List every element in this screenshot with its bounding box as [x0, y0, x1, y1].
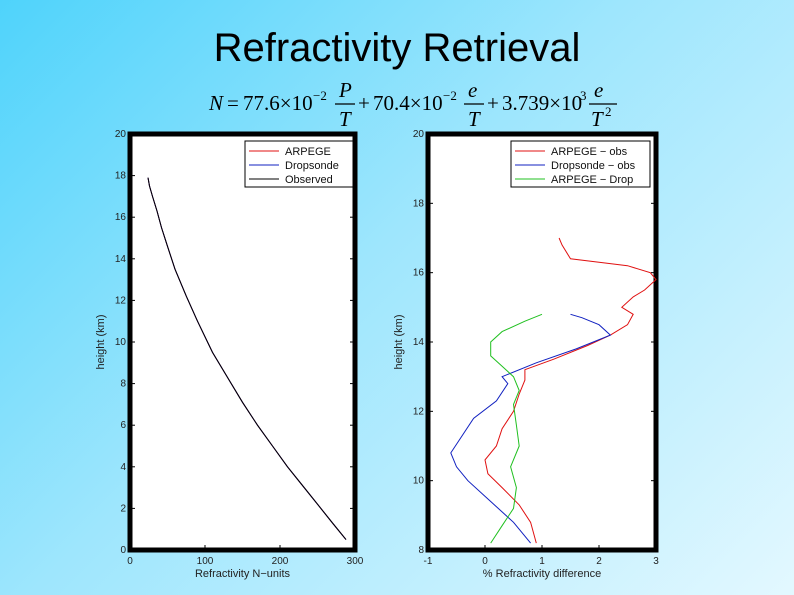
formula-term1-coef: 77.6×10: [243, 91, 313, 115]
chart2-xlabel: % Refractivity difference: [483, 568, 601, 580]
chart1-ytick-label: 4: [120, 462, 126, 473]
chart1-ytick-label: 14: [115, 254, 127, 265]
formula-term3-coef: 3.739×10: [502, 91, 582, 115]
slide-title: Refractivity Retrieval: [213, 26, 581, 70]
formula-term3-den-exp: 2: [605, 104, 612, 119]
formula-term1-den: T: [339, 107, 352, 130]
chart1-legend-label: Dropsonde: [285, 160, 339, 172]
chart1-ytick-label: 20: [115, 129, 127, 140]
chart1-ytick-label: 6: [120, 420, 126, 431]
chart1-legend-label: ARPEGE: [285, 146, 331, 158]
chart1-xlabel: Refractivity N−units: [195, 568, 291, 580]
chart2-series-1-line: [484, 237, 657, 544]
chart1-ytick-label: 10: [115, 337, 127, 348]
formula-lhs: N: [208, 91, 224, 115]
chart2-legend-label: Dropsonde − obs: [551, 160, 636, 172]
svg-text:=: =: [227, 91, 239, 115]
formula-term1-exp: −2: [313, 88, 327, 103]
chart2-series-3-line: [490, 313, 543, 544]
chart2-ytick-label: 20: [413, 129, 425, 140]
chart2-ytick-label: 16: [413, 268, 425, 279]
formula-term3-exp: 3: [580, 88, 587, 103]
chart2-xtick-label: 3: [653, 556, 659, 567]
chart1-series-3-line: [147, 177, 347, 540]
chart1-plot-area: [127, 131, 358, 553]
chart1-ytick-label: 18: [115, 171, 127, 182]
chart2-ylabel: height (km): [393, 314, 405, 369]
chart2-ytick-label: 14: [413, 337, 425, 348]
chart2-ytick-label: 8: [418, 545, 424, 556]
chart2-series-2-line: [450, 313, 612, 544]
chart2-xtick-label: 0: [482, 556, 488, 567]
chart2-ytick-label: 12: [413, 406, 425, 417]
chart1-xtick-label: 300: [347, 556, 364, 567]
chart1-xtick-label: 100: [197, 556, 214, 567]
chart1-ytick-label: 0: [120, 545, 126, 556]
chart2-xtick-label: 2: [596, 556, 602, 567]
chart1-xtick-label: 0: [127, 556, 133, 567]
formula-term2-num: e: [468, 78, 477, 102]
chart2-plot-area: [425, 131, 659, 553]
formula-term2-den: T: [468, 107, 481, 130]
chart1-ylabel: height (km): [95, 314, 107, 369]
chart1-ytick-label: 8: [120, 379, 126, 390]
chart2-ytick-label: 10: [413, 476, 425, 487]
formula-term2-coef: 70.4×10: [373, 91, 443, 115]
chart2-xtick-label: 1: [539, 556, 545, 567]
chart1-ytick-label: 16: [115, 212, 127, 223]
formula-term1-num: P: [338, 78, 352, 102]
svg-text:+: +: [358, 91, 370, 115]
chart1-xtick-label: 200: [272, 556, 289, 567]
refractivity-formula: N = 77.6×10 −2 P T + 70.4×10 −2 e T + 3.…: [208, 78, 617, 130]
chart2-legend-label: ARPEGE − Drop: [551, 174, 633, 186]
formula-term2-exp: −2: [443, 88, 457, 103]
chart1-legend-label: Observed: [285, 174, 333, 186]
chart2-xtick-label: -1: [424, 556, 433, 567]
chart1-ytick-label: 2: [120, 503, 126, 514]
formula-term3-num: e: [594, 78, 603, 102]
chart2-legend-label: ARPEGE − obs: [551, 146, 628, 158]
formula-term3-den: T: [591, 107, 604, 130]
chart2-ytick-label: 18: [413, 198, 425, 209]
svg-text:+: +: [487, 91, 499, 115]
chart1-ytick-label: 12: [115, 295, 127, 306]
